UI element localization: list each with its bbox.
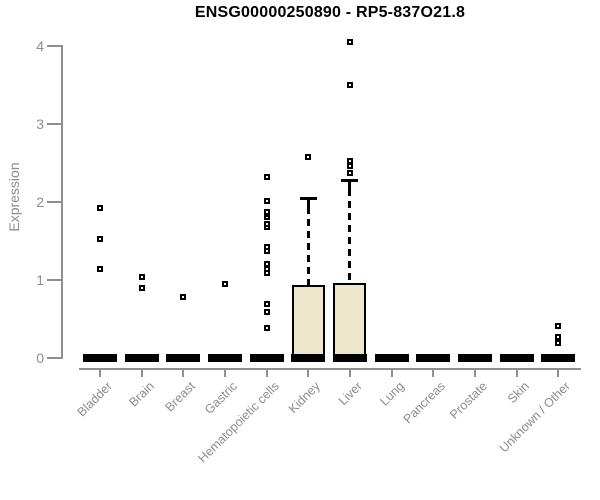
x-axis-tick <box>307 368 310 377</box>
x-axis-tick <box>265 368 268 377</box>
outlier-point[interactable] <box>97 266 103 273</box>
whisker-stub <box>306 198 310 208</box>
outlier-point[interactable] <box>221 281 228 288</box>
median-bar <box>332 353 367 362</box>
y-axis-tick <box>47 356 61 359</box>
y-tick-label: 1 <box>36 271 44 288</box>
median-bar <box>291 353 326 362</box>
outlier-point[interactable] <box>263 221 270 228</box>
x-axis-category-label: Unknown / Other <box>496 379 574 456</box>
y-axis-tick <box>47 44 61 47</box>
x-axis-tick <box>473 368 476 377</box>
x-axis-tick <box>223 368 226 377</box>
outlier-point[interactable] <box>346 163 353 170</box>
outlier-point[interactable] <box>263 208 270 215</box>
outlier-point[interactable] <box>263 266 270 273</box>
box-q3 <box>291 284 325 362</box>
outlier-point[interactable] <box>555 334 562 341</box>
median-bar <box>416 353 451 362</box>
median-bar <box>124 353 159 362</box>
y-axis-line <box>61 44 63 359</box>
median-bar <box>166 353 201 362</box>
outlier-point[interactable] <box>97 235 103 242</box>
x-axis-tick <box>348 368 351 377</box>
median-bar <box>499 353 534 362</box>
y-axis-tick <box>47 278 61 281</box>
x-axis-tick <box>99 368 101 377</box>
y-tick-label: 3 <box>36 115 44 132</box>
whisker-dashed-line <box>348 189 352 284</box>
whisker-dashed-line <box>306 207 310 285</box>
outlier-point[interactable] <box>263 173 270 180</box>
median-bar <box>207 353 242 362</box>
chart-title: ENSG00000250890 - RP5-837O21.8 <box>194 4 466 21</box>
x-axis-tick <box>432 368 435 377</box>
box-q3 <box>333 283 367 362</box>
median-bar <box>83 353 117 362</box>
outlier-point[interactable] <box>346 81 353 88</box>
outlier-point[interactable] <box>346 169 353 176</box>
outlier-point[interactable] <box>555 340 562 347</box>
y-axis-tick <box>47 122 61 125</box>
y-tick-label: 0 <box>36 349 44 366</box>
x-axis-tick <box>140 368 143 377</box>
whisker-stub <box>348 180 352 190</box>
median-bar <box>457 353 492 362</box>
y-tick-label: 4 <box>36 37 44 54</box>
outlier-point[interactable] <box>180 293 187 300</box>
outlier-point[interactable] <box>346 38 353 45</box>
y-axis-tick <box>47 200 61 203</box>
y-tick-label: 2 <box>36 193 44 210</box>
x-axis-tick <box>557 368 560 377</box>
median-bar <box>249 353 284 362</box>
outlier-point[interactable] <box>346 157 353 164</box>
median-bar <box>541 353 576 362</box>
outlier-point[interactable] <box>263 197 270 204</box>
outlier-point[interactable] <box>555 322 562 329</box>
x-axis-tick <box>390 368 393 377</box>
x-axis-tick <box>515 368 518 377</box>
outlier-point[interactable] <box>305 154 312 161</box>
outlier-point[interactable] <box>138 274 145 281</box>
outlier-point[interactable] <box>263 301 270 308</box>
x-axis-tick <box>182 368 185 377</box>
outlier-point[interactable] <box>263 324 270 331</box>
outlier-point[interactable] <box>263 243 270 250</box>
outlier-point[interactable] <box>263 309 270 316</box>
outlier-point[interactable] <box>263 260 270 267</box>
median-bar <box>374 353 409 362</box>
x-axis-line <box>79 368 581 370</box>
outlier-point[interactable] <box>97 204 103 211</box>
outlier-point[interactable] <box>138 285 145 292</box>
